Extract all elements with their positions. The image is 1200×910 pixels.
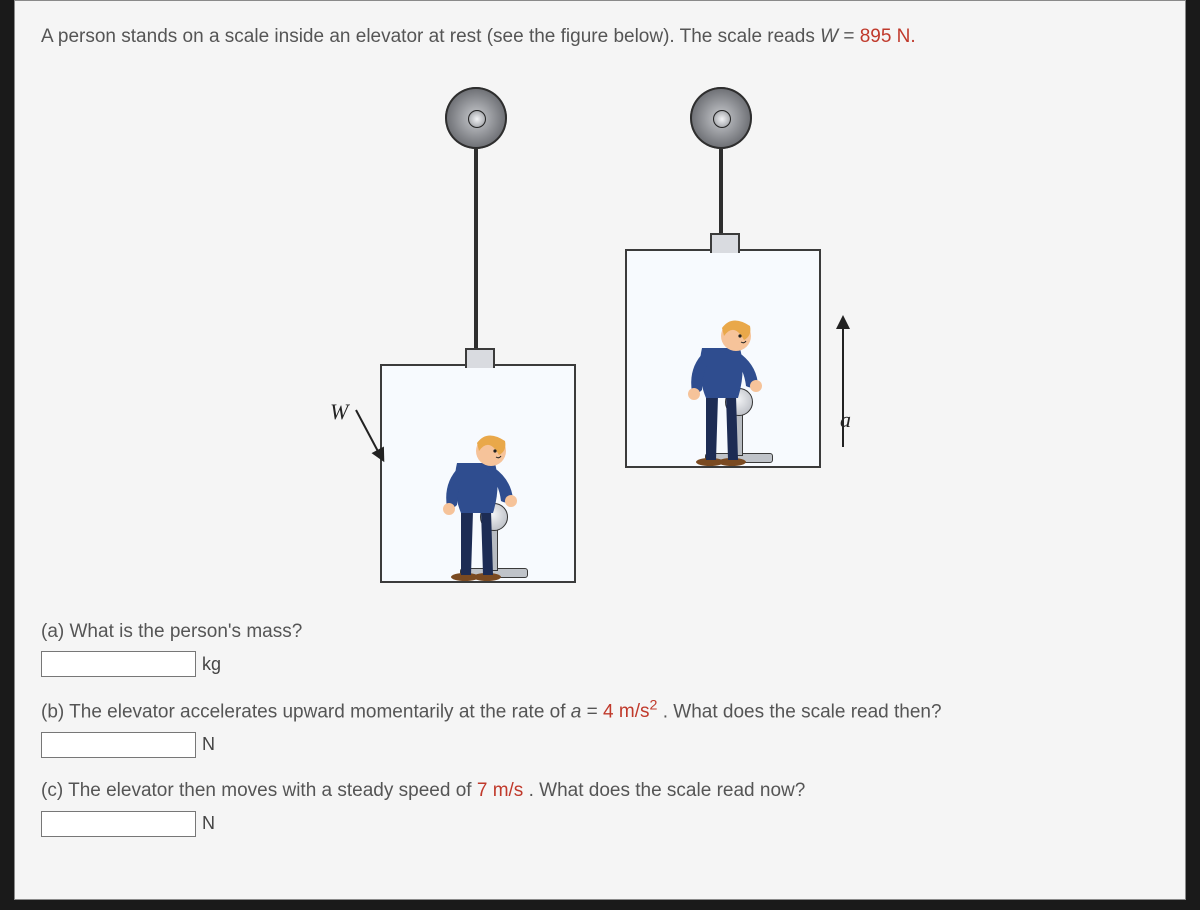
part-b-var: a	[571, 701, 582, 722]
part-b-value: 4	[603, 701, 614, 722]
elevator-at-rest	[380, 364, 576, 583]
problem-statement: A person stands on a scale inside an ele…	[41, 23, 1159, 51]
part-c-suffix: . What does the scale read now?	[529, 780, 806, 801]
intro-unit: N.	[897, 26, 916, 47]
elevator-mount-left	[465, 348, 495, 368]
intro-equals: =	[843, 26, 859, 47]
pulley-right	[690, 87, 752, 149]
elevator-accelerating	[625, 249, 821, 468]
w-arrow-line	[355, 409, 380, 454]
label-a: a	[840, 407, 851, 433]
person-left	[417, 411, 537, 581]
part-c: (c) The elevator then moves with a stead…	[41, 778, 1159, 837]
pulley-left	[445, 87, 507, 149]
part-c-prefix: (c) The elevator then moves with a stead…	[41, 780, 477, 801]
part-b-equals: =	[587, 701, 603, 722]
cable-left	[474, 149, 478, 364]
part-a: (a) What is the person's mass? kg	[41, 619, 1159, 678]
part-a-answer: kg	[41, 651, 1159, 677]
part-c-unit-inline: m/s	[493, 780, 524, 801]
person-left-svg	[417, 411, 537, 581]
part-c-input[interactable]	[41, 811, 196, 837]
part-a-unit: kg	[202, 652, 221, 677]
part-b-input[interactable]	[41, 732, 196, 758]
person-right-svg	[662, 296, 782, 466]
part-c-answer: N	[41, 811, 1159, 837]
problem-card: A person stands on a scale inside an ele…	[14, 0, 1186, 900]
part-b-suffix: . What does the scale read then?	[663, 701, 942, 722]
part-c-unit: N	[202, 811, 215, 836]
part-a-input[interactable]	[41, 651, 196, 677]
part-b-unit-inline: m/s2	[619, 701, 658, 722]
part-b-unit: N	[202, 732, 215, 757]
intro-value-W: 895	[860, 26, 892, 47]
intro-text: A person stands on a scale inside an ele…	[41, 26, 820, 47]
person-right	[662, 296, 782, 466]
part-b: (b) The elevator accelerates upward mome…	[41, 697, 1159, 758]
elevator-mount-right	[710, 233, 740, 253]
w-arrow: W	[330, 399, 390, 529]
w-arrow-head	[372, 446, 391, 465]
part-a-text: (a) What is the person's mass?	[41, 621, 302, 642]
part-b-prefix: (b) The elevator accelerates upward mome…	[41, 701, 571, 722]
intro-var-W: W	[820, 26, 838, 47]
figure-container: W a	[41, 69, 1159, 599]
part-b-answer: N	[41, 732, 1159, 758]
part-c-value: 7	[477, 780, 488, 801]
label-W: W	[330, 399, 348, 425]
elevator-figure: W a	[320, 69, 880, 599]
